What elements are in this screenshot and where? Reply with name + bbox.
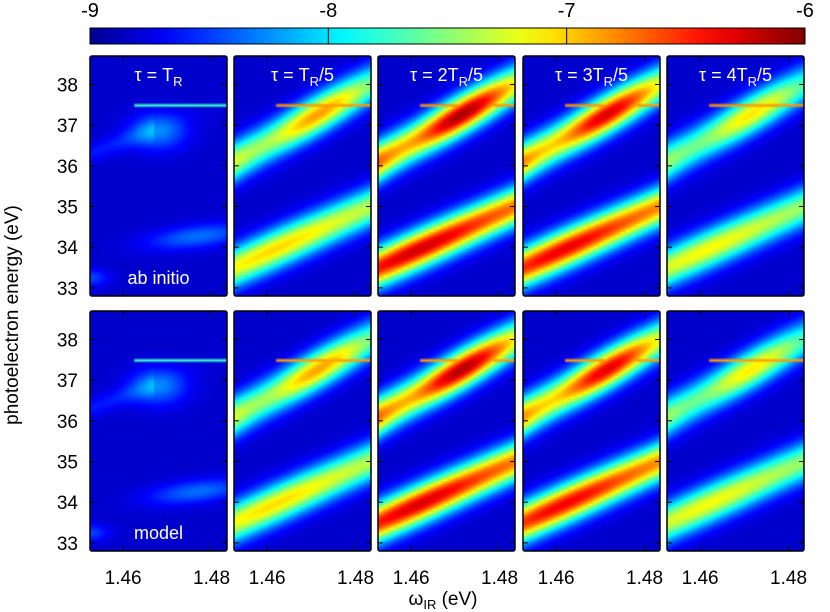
heatmap-panel: τ = 2TR/5 xyxy=(377,55,516,297)
panel-title-subscript: R xyxy=(173,74,182,89)
panel-frame xyxy=(89,55,228,297)
panel-title-prefix: τ = 2 xyxy=(410,65,448,85)
heatmap-panel: model xyxy=(89,310,228,552)
panel-title-main: T xyxy=(299,65,310,85)
y-tick-label: 38 xyxy=(57,75,78,96)
colorbar: -9 -8 -7 -6 xyxy=(81,0,814,45)
heatmap-image xyxy=(523,311,660,551)
y-axis: 33 34 35 36 37 38 33 34 35 36 37 38 xyxy=(57,75,79,554)
y-tick-label: 38 xyxy=(57,330,78,351)
x-tick-label: 1.48 xyxy=(770,568,807,589)
panel-title-suffix: /5 xyxy=(468,65,483,85)
panel-title: τ = 3TR/5 xyxy=(555,65,628,89)
panel-title: τ = TR/5 xyxy=(271,65,334,89)
heatmap-panel xyxy=(522,310,661,552)
row-label: ab initio xyxy=(127,268,189,288)
y-tick-label: 35 xyxy=(57,198,78,219)
panel-title-main: T xyxy=(737,65,748,85)
heatmap-image xyxy=(378,311,515,551)
colorbar-scale xyxy=(89,27,806,45)
x-axis-title-symbol: ω xyxy=(408,589,423,610)
panel-title-subscript: R xyxy=(748,74,757,89)
panel-frame xyxy=(377,55,516,297)
panel-title-main: T xyxy=(448,65,459,85)
x-tick-label: 1.46 xyxy=(105,568,142,589)
colorbar-tick-label: -7 xyxy=(558,0,576,22)
y-tick-label: 37 xyxy=(57,116,78,137)
panel-title: τ = 4TR/5 xyxy=(699,65,772,89)
y-tick-label: 33 xyxy=(57,534,78,555)
heatmap-image xyxy=(90,56,227,296)
colorbar-tick-label: -6 xyxy=(796,0,814,22)
x-tick-label: 1.46 xyxy=(249,568,286,589)
heatmap-image xyxy=(523,56,660,296)
panel-frame xyxy=(522,55,661,297)
panel-title: τ = 2TR/5 xyxy=(410,65,483,89)
x-tick-label: 1.46 xyxy=(393,568,430,589)
x-tick-label: 1.46 xyxy=(682,568,719,589)
colorbar-tick-label: -9 xyxy=(81,0,99,22)
panel-frame xyxy=(89,310,228,552)
panel-title-prefix: τ = xyxy=(271,65,299,85)
panel-frame xyxy=(522,310,661,552)
y-axis-title: photoelectron energy (eV) xyxy=(2,205,23,425)
panel-title-main: T xyxy=(593,65,604,85)
y-tick-label: 36 xyxy=(57,412,78,433)
y-tick-label: 36 xyxy=(57,157,78,178)
heatmap-image xyxy=(90,311,227,551)
heatmap-image xyxy=(667,311,804,551)
panel-title-suffix: /5 xyxy=(757,65,772,85)
colorbar-tick-label: -8 xyxy=(319,0,337,22)
y-tick-label: 34 xyxy=(57,493,79,514)
heatmap-panel: τ = 3TR/5 xyxy=(522,55,661,297)
y-tick-label: 33 xyxy=(57,279,78,300)
panel-title-prefix: τ = xyxy=(134,65,162,85)
x-tick-label: 1.48 xyxy=(337,568,374,589)
y-tick-label: 37 xyxy=(57,371,78,392)
x-tick-label: 1.46 xyxy=(538,568,575,589)
heatmap-image xyxy=(667,56,804,296)
panel-title-main: T xyxy=(162,65,173,85)
panel-title-subscript: R xyxy=(604,74,613,89)
heatmap-image xyxy=(378,56,515,296)
y-tick-label: 35 xyxy=(57,453,78,474)
x-axis: 1.46 1.48 1.46 1.48 1.46 1.48 1.46 1.48 1.46 1.48 xyxy=(105,568,807,589)
panel-frame xyxy=(377,310,516,552)
panel-frame xyxy=(233,310,372,552)
panel-title: τ = TR xyxy=(134,65,182,89)
panel-title-prefix: τ = 3 xyxy=(555,65,593,85)
panel-title-prefix: τ = 4 xyxy=(699,65,737,85)
x-tick-label: 1.48 xyxy=(481,568,518,589)
x-axis-title-subscript: IR xyxy=(423,597,436,612)
x-axis-title: ωIR (eV) xyxy=(408,589,477,612)
heatmap-panel: τ = TR/5 xyxy=(233,55,372,297)
panel-title-suffix: /5 xyxy=(613,65,628,85)
panel-frame xyxy=(666,55,805,297)
panel-title-suffix: /5 xyxy=(319,65,334,85)
heatmap-panel xyxy=(666,310,805,552)
x-axis-title-unit: (eV) xyxy=(436,589,477,610)
heatmap-image xyxy=(234,311,371,551)
x-tick-label: 1.48 xyxy=(193,568,230,589)
panel-title-subscript: R xyxy=(310,74,319,89)
x-tick-label: 1.48 xyxy=(626,568,663,589)
panel-title-subscript: R xyxy=(459,74,468,89)
heatmap-panel xyxy=(377,310,516,552)
y-tick-label: 34 xyxy=(57,238,79,259)
heatmap-image xyxy=(234,56,371,296)
heatmap-panel xyxy=(233,310,372,552)
heatmap-panel: τ = 4TR/5 xyxy=(666,55,805,297)
panel-frame xyxy=(666,310,805,552)
row-label: model xyxy=(134,523,183,543)
panel-frame xyxy=(233,55,372,297)
